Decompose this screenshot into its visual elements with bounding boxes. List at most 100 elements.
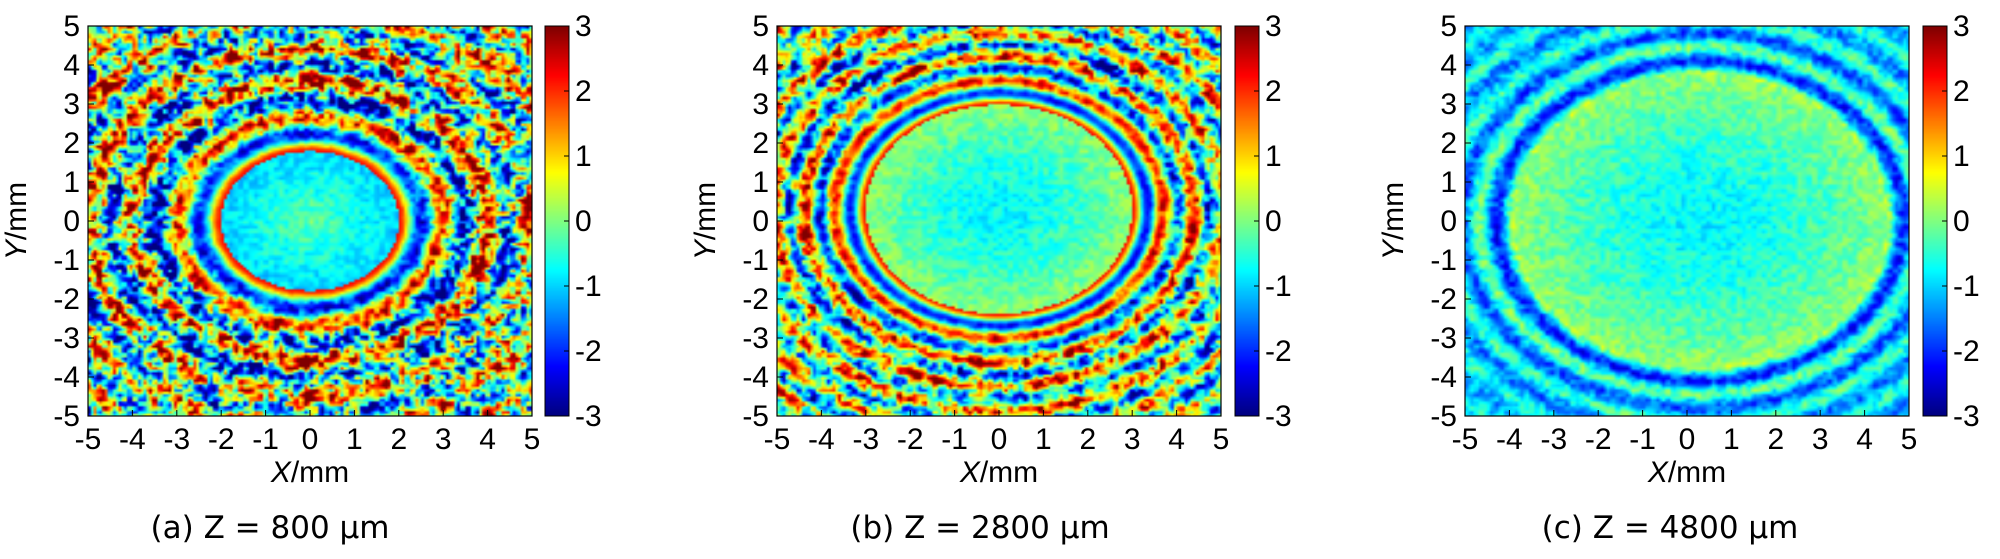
y-tick-label: 1 (1440, 166, 1457, 199)
panel-caption: (b) Z = 2800 μm (850, 510, 1109, 546)
x-axis-unit: /mm (1668, 456, 1726, 489)
y-tick-label: 1 (752, 166, 769, 199)
y-tick-label: -2 (53, 283, 80, 316)
y-tick-label: -2 (742, 283, 769, 316)
x-tick-label: 4 (1856, 423, 1873, 456)
x-tick-label: 0 (991, 423, 1008, 456)
y-tick-label: -5 (1430, 400, 1457, 433)
x-tick-label: 5 (1213, 423, 1230, 456)
colorbar-tick-label: 0 (1953, 205, 1970, 238)
x-tick-label: -4 (119, 423, 146, 456)
x-tick-label: -2 (897, 423, 924, 456)
x-tick-label: 3 (1812, 423, 1829, 456)
x-axis-unit: /mm (291, 456, 349, 489)
y-tick-label: 3 (752, 88, 769, 121)
x-tick-label: -2 (208, 423, 235, 456)
y-tick-label: 3 (1440, 88, 1457, 121)
y-tick-label: 2 (63, 127, 80, 160)
x-tick-label: -1 (941, 423, 968, 456)
x-tick-label: 4 (1168, 423, 1185, 456)
y-tick-label: 0 (1440, 205, 1457, 238)
y-tick-label: -3 (1430, 322, 1457, 355)
colorbar-tick-label: -1 (1265, 270, 1292, 303)
y-axis-var: Y (1377, 238, 1410, 260)
x-axis-label: X/mm (959, 456, 1038, 489)
colorbar-tick-label: 3 (1953, 10, 1970, 43)
x-axis-label: X/mm (270, 456, 349, 489)
x-tick-label: -1 (252, 423, 279, 456)
y-tick-label: -1 (53, 244, 80, 277)
colorbar-tick-label: 2 (1265, 75, 1282, 108)
colorbar-tick-label: -1 (575, 270, 602, 303)
y-axis-unit: /mm (0, 182, 33, 240)
colorbar-tick-label: -3 (575, 400, 602, 433)
colorbar-tick-label: 0 (575, 205, 592, 238)
x-tick-label: -4 (1496, 423, 1523, 456)
colorbar-tick-label: -2 (575, 335, 602, 368)
heatmap-image (88, 26, 532, 416)
x-tick-label: 5 (1901, 423, 1918, 456)
colorbar-tick-label: 1 (575, 140, 592, 173)
y-tick-label: 4 (1440, 49, 1457, 82)
colorbar-tick-label: -3 (1265, 400, 1292, 433)
y-tick-label: 4 (63, 49, 80, 82)
x-axis-var: X (270, 456, 292, 489)
y-tick-label: -2 (1430, 283, 1457, 316)
panel-2: -5 -4 -3 -2 -1 0 1 2 3 4 5543210-1-2-3-4-5X/mmY/mm… (1377, 10, 1980, 546)
panel-caption: (a) Z = 800 μm (151, 510, 390, 546)
x-tick-label: 2 (1767, 423, 1784, 456)
x-axis-unit: /mm (980, 456, 1038, 489)
x-tick-label: -5 (764, 423, 791, 456)
panel-caption: (c) Z = 4800 μm (1542, 510, 1799, 546)
x-tick-label: -3 (1540, 423, 1567, 456)
y-tick-label: -5 (53, 400, 80, 433)
x-tick-label: 2 (1079, 423, 1096, 456)
y-tick-label: -3 (53, 322, 80, 355)
colorbar-tick-label: 0 (1265, 205, 1282, 238)
x-tick-label: 5 (524, 423, 541, 456)
y-tick-label: 3 (63, 88, 80, 121)
x-axis-var: X (959, 456, 981, 489)
colorbar-tick-label: 1 (1265, 140, 1282, 173)
panel-1: -5 -4 -3 -2 -1 0 1 2 3 4 5543210-1-2-3-4-5X/mmY/mm… (689, 10, 1292, 546)
y-tick-label: 2 (752, 127, 769, 160)
colorbar-tick-label: -3 (1953, 400, 1980, 433)
y-tick-label: 5 (1440, 10, 1457, 43)
x-tick-label: -2 (1585, 423, 1612, 456)
x-axis-label: X/mm (1647, 456, 1726, 489)
colorbar-tick-label: 2 (575, 75, 592, 108)
x-tick-label: 3 (435, 423, 452, 456)
colorbar-tick-label: 2 (1953, 75, 1970, 108)
x-tick-label: -3 (852, 423, 879, 456)
y-axis-label: Y/mm (0, 182, 33, 260)
x-tick-label: 4 (479, 423, 496, 456)
y-tick-label: -4 (1430, 361, 1457, 394)
x-tick-label: -1 (1629, 423, 1656, 456)
x-tick-label: -5 (75, 423, 102, 456)
x-axis-var: X (1647, 456, 1669, 489)
y-axis-label: Y/mm (1377, 182, 1410, 260)
y-axis-var: Y (689, 238, 722, 260)
y-tick-label: 5 (752, 10, 769, 43)
y-tick-label: 0 (752, 205, 769, 238)
heatmap-image (1465, 26, 1909, 416)
colorbar-tick-label: 1 (1953, 140, 1970, 173)
y-axis-label: Y/mm (689, 182, 722, 260)
heatmap-image (777, 26, 1221, 416)
y-tick-label: 0 (63, 205, 80, 238)
colorbar-tick-label: -1 (1953, 270, 1980, 303)
y-tick-label: -4 (53, 361, 80, 394)
y-tick-label: 2 (1440, 127, 1457, 160)
y-tick-label: 4 (752, 49, 769, 82)
x-tick-label: 0 (302, 423, 319, 456)
y-axis-var: Y (0, 238, 33, 260)
y-tick-label: 1 (63, 166, 80, 199)
x-tick-label: 1 (346, 423, 363, 456)
x-tick-label: 2 (390, 423, 407, 456)
x-tick-label: 1 (1723, 423, 1740, 456)
x-tick-label: 1 (1035, 423, 1052, 456)
colorbar-tick-label: 3 (1265, 10, 1282, 43)
colorbar-tick-label: -2 (1265, 335, 1292, 368)
colorbar-tick-label: 3 (575, 10, 592, 43)
x-tick-label: 0 (1679, 423, 1696, 456)
